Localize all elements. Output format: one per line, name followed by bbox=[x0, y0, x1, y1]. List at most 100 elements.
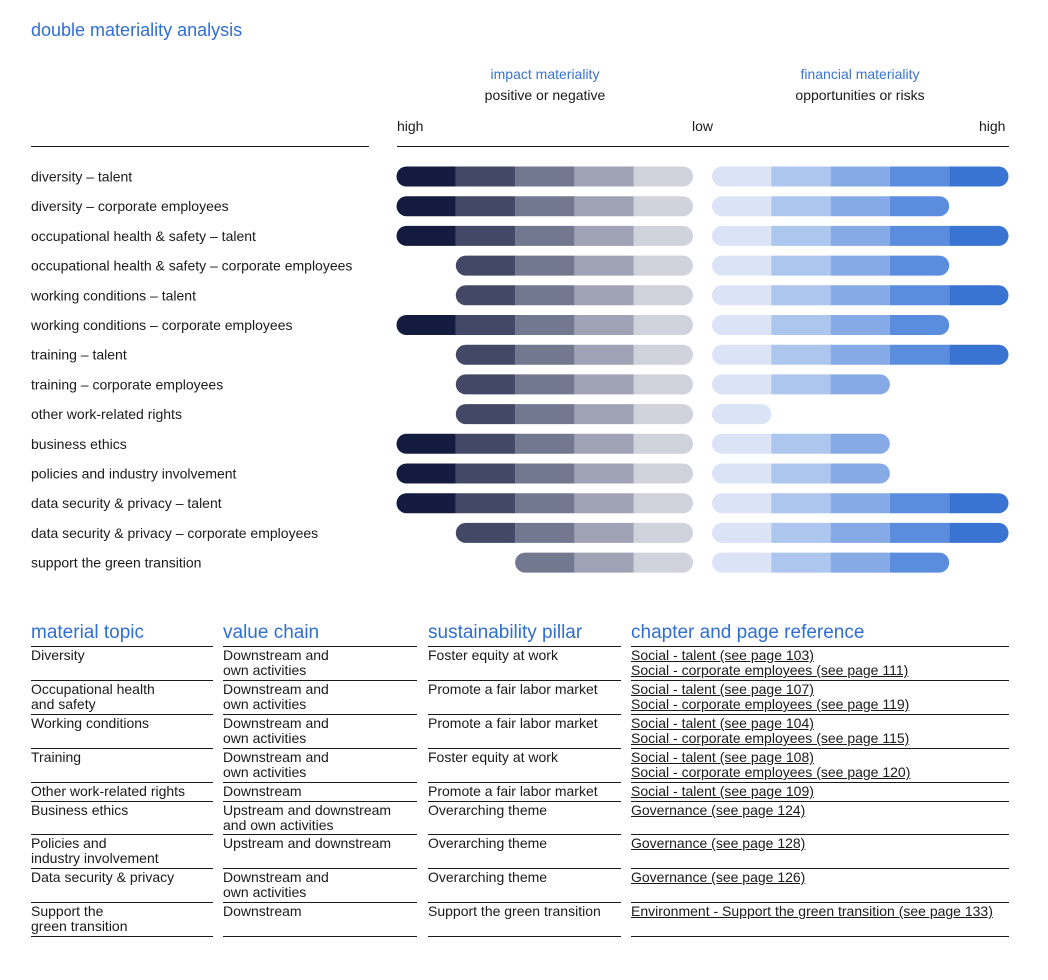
impact-bar-segment bbox=[515, 433, 575, 454]
financial-bar-segment bbox=[771, 374, 831, 395]
pillar-cell: Foster equity at work bbox=[428, 647, 621, 681]
impact-bar-segment bbox=[455, 196, 516, 217]
impact-bar-segment bbox=[515, 374, 575, 395]
reference-link[interactable]: Governance (see page 124) bbox=[631, 802, 806, 818]
financial-bar-segment bbox=[771, 493, 831, 514]
pillar-cell: Promote a fair labor market bbox=[428, 715, 621, 749]
reference-link[interactable]: Social - talent (see page 103) bbox=[631, 647, 814, 663]
impact-bar-segment bbox=[633, 493, 693, 514]
pillar-cell: Overarching theme bbox=[428, 869, 621, 903]
impact-bar-segment bbox=[455, 344, 516, 365]
topic-cell: Support the green transition bbox=[31, 903, 213, 937]
materiality-chart: diversity – talent diversity – corporate … bbox=[30, 166, 1009, 573]
reference-cell: Social - talent (see page 107) Social - c… bbox=[631, 681, 1009, 715]
value-chain-cell: Downstream and own activities bbox=[223, 681, 417, 715]
reference-link[interactable]: Social - talent (see page 107) bbox=[631, 681, 814, 697]
reference-link[interactable]: Governance (see page 128) bbox=[631, 835, 806, 851]
impact-bar-segment bbox=[633, 225, 693, 246]
financial-bar-segment bbox=[889, 522, 950, 543]
reference-link[interactable]: Governance (see page 126) bbox=[631, 869, 806, 885]
reference-cell: Environment - Support the green transiti… bbox=[631, 903, 1009, 937]
impact-bar-segment bbox=[455, 463, 516, 484]
financial-bar-segment bbox=[889, 315, 950, 335]
pillar-cell: Overarching theme bbox=[428, 835, 621, 869]
reference-cell: Social - talent (see page 103) Social - c… bbox=[631, 647, 1009, 681]
impact-bar-segment bbox=[515, 196, 575, 217]
impact-bar-segment bbox=[396, 225, 456, 246]
topic-cell: Working conditions bbox=[31, 715, 213, 749]
header-chapter-reference: chapter and page reference bbox=[631, 620, 1009, 647]
financial-bar-segment bbox=[712, 166, 772, 187]
reference-link[interactable]: Social - talent (see page 109) bbox=[631, 783, 814, 799]
impact-bar-segment bbox=[515, 493, 575, 514]
impact-bar-segment bbox=[633, 552, 693, 573]
financial-bar-segment bbox=[830, 344, 890, 365]
financial-bar-segment bbox=[949, 522, 1009, 543]
financial-bar-segment bbox=[830, 522, 890, 543]
impact-bar-segment bbox=[515, 522, 575, 543]
financial-bar-segment bbox=[712, 344, 772, 365]
col-sustainability-pillar: sustainability pillar Foster equity at w… bbox=[428, 620, 621, 937]
impact-bar-segment bbox=[455, 225, 516, 246]
topic-cell: Diversity bbox=[31, 647, 213, 681]
reference-link[interactable]: Social - corporate employees (see page 1… bbox=[631, 764, 911, 780]
impact-bar-segment bbox=[633, 433, 693, 454]
pillar-cell: Overarching theme bbox=[428, 802, 621, 835]
pillar-cell: Foster equity at work bbox=[428, 749, 621, 783]
financial-bar-segment bbox=[771, 463, 831, 484]
impact-bar-segment bbox=[574, 196, 634, 217]
label-rule bbox=[31, 146, 369, 147]
header-sustainability-pillar: sustainability pillar bbox=[428, 620, 621, 647]
impact-bar-segment bbox=[455, 255, 516, 276]
financial-bar-segment bbox=[712, 463, 772, 484]
category-label: occupational health & safety – corporate… bbox=[31, 258, 352, 274]
impact-subtitle: positive or negative bbox=[484, 87, 606, 103]
financial-bar-segment bbox=[889, 255, 950, 276]
impact-bar-segment bbox=[574, 493, 634, 514]
impact-bar-segment bbox=[455, 166, 516, 187]
financial-bar-segment bbox=[771, 166, 831, 187]
impact-bar-segment bbox=[574, 404, 634, 425]
impact-bar-segment bbox=[574, 463, 634, 484]
reference-link[interactable]: Social - corporate employees (see page 1… bbox=[631, 662, 909, 678]
value-chain-cell: Downstream bbox=[223, 783, 417, 802]
financial-bar-segment bbox=[830, 463, 890, 484]
impact-bar-segment bbox=[574, 552, 634, 573]
financial-bar-segment bbox=[712, 374, 772, 395]
header-value-chain: value chain bbox=[223, 620, 417, 647]
reference-cell: Governance (see page 124) bbox=[631, 802, 1009, 835]
impact-bar-segment bbox=[574, 166, 634, 187]
impact-bar-segment bbox=[574, 255, 634, 276]
reference-link[interactable]: Social - talent (see page 104) bbox=[631, 715, 814, 731]
scale-rule bbox=[397, 146, 1009, 147]
impact-bar-segment bbox=[515, 315, 575, 335]
financial-bar-segment bbox=[771, 196, 831, 217]
col-value-chain: value chain Downstream and own activitie… bbox=[223, 620, 417, 937]
impact-bar-segment bbox=[396, 463, 456, 484]
impact-bar-segment bbox=[455, 374, 516, 395]
financial-bar-segment bbox=[830, 493, 890, 514]
financial-bar-segment bbox=[771, 255, 831, 276]
financial-bar-segment bbox=[830, 225, 890, 246]
value-chain-cell: Upstream and downstream bbox=[223, 835, 417, 869]
impact-title: impact materiality bbox=[490, 66, 600, 82]
reference-link[interactable]: Social - corporate employees (see page 1… bbox=[631, 730, 910, 746]
reference-cell: Governance (see page 126) bbox=[631, 869, 1009, 903]
financial-header: financial materiality opportunities or r… bbox=[755, 64, 965, 106]
scale-low: low bbox=[692, 118, 714, 134]
financial-bar-segment bbox=[771, 344, 831, 365]
impact-bar-segment bbox=[633, 522, 693, 543]
scale-high-left: high bbox=[397, 118, 424, 134]
financial-bar-segment bbox=[830, 315, 890, 335]
category-label: training – talent bbox=[31, 347, 127, 363]
impact-bar-segment bbox=[574, 225, 634, 246]
impact-bar-segment bbox=[455, 315, 516, 335]
impact-bar-segment bbox=[633, 463, 693, 484]
reference-link[interactable]: Social - corporate employees (see page 1… bbox=[631, 696, 910, 712]
impact-bar-segment bbox=[633, 315, 693, 335]
category-label: business ethics bbox=[31, 436, 127, 452]
reference-link[interactable]: Social - talent (see page 108) bbox=[631, 749, 814, 765]
financial-bar-segment bbox=[830, 255, 890, 276]
category-label: other work-related rights bbox=[31, 406, 182, 422]
reference-link[interactable]: Environment - Support the green transiti… bbox=[631, 903, 993, 919]
